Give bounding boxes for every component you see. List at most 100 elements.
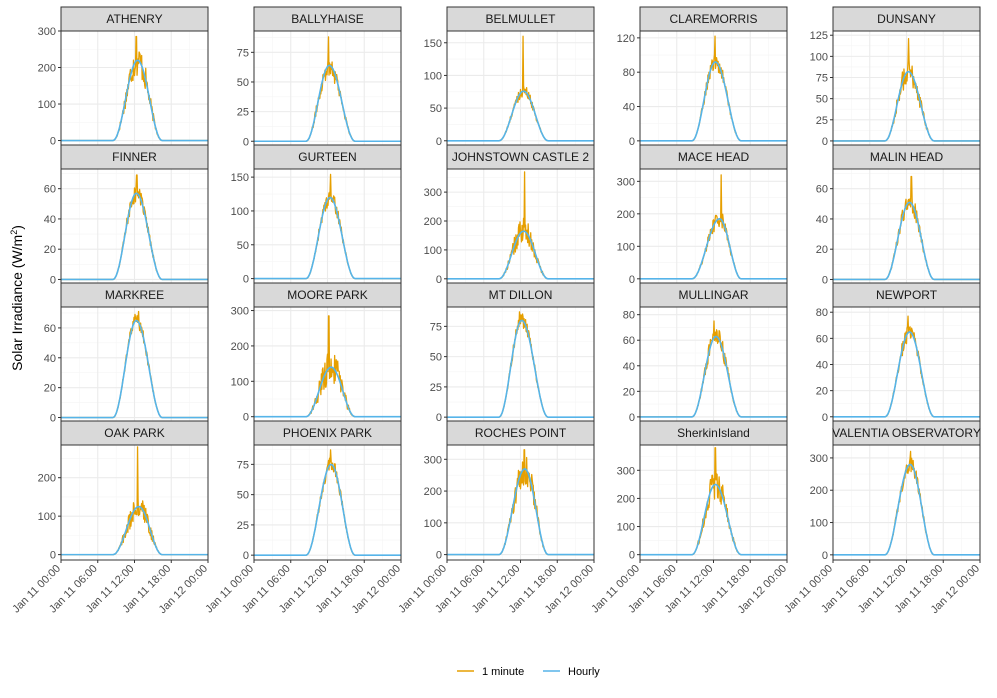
series-line-hourly xyxy=(61,319,208,419)
y-tick-label: 75 xyxy=(237,459,249,471)
y-tick-label: 300 xyxy=(231,306,249,318)
y-tick-label: 0 xyxy=(50,413,56,425)
y-tick-label: 0 xyxy=(822,550,828,562)
series-line-hourly xyxy=(447,468,594,556)
y-tick-label: 75 xyxy=(816,73,828,85)
y-tick-label: 200 xyxy=(231,341,249,353)
facet-strip xyxy=(446,144,595,170)
y-tick-label: 40 xyxy=(816,360,828,372)
series-line-hourly xyxy=(254,463,401,556)
y-tick-label: 0 xyxy=(822,274,828,286)
facet-panels: ATHENRY0100200300BALLYHAISE0255075BELMUL… xyxy=(10,6,982,616)
series-line-hourly xyxy=(61,192,208,281)
y-tick-label: 50 xyxy=(237,240,249,252)
facet-strip xyxy=(639,144,788,170)
y-tick-label: 20 xyxy=(816,386,828,398)
facet-strip-label: VALENTIA OBSERVATORY xyxy=(832,426,981,440)
facet-strip-label: NEWPORT xyxy=(876,288,938,302)
series-line-hourly xyxy=(833,70,980,142)
y-tick-label: 75 xyxy=(237,47,249,59)
facet-strip xyxy=(253,6,402,32)
facet-strip-label: PHOENIX PARK xyxy=(283,426,372,440)
series-line-hourly xyxy=(61,59,208,142)
legend-label: Hourly xyxy=(568,666,600,678)
y-tick-label: 20 xyxy=(44,244,56,256)
facet-panel: JOHNSTOWN CASTLE 2 0 100 200 300 xyxy=(424,144,595,287)
facet-panel: MALIN HEAD 0 20 40 60 xyxy=(816,144,981,287)
series-line-hourly xyxy=(640,335,787,418)
facet-strip xyxy=(639,420,788,446)
y-tick-label: 300 xyxy=(424,187,442,199)
facet-panel: MULLINGAR 0 20 40 60 80 xyxy=(623,282,788,425)
y-tick-label: 40 xyxy=(44,214,56,226)
y-tick-label: 25 xyxy=(237,520,249,532)
y-tick-label: 60 xyxy=(816,184,828,196)
y-tick-label: 20 xyxy=(44,383,56,395)
y-tick-label: 0 xyxy=(822,412,828,424)
y-tick-label: 0 xyxy=(629,550,635,562)
y-axis-title: Solar Irradiance (W/m2) xyxy=(9,225,25,371)
facet-strip-label: BALLYHAISE xyxy=(291,12,363,26)
series-line-hourly xyxy=(447,230,594,280)
facet-strip xyxy=(253,282,402,308)
y-tick-label: 25 xyxy=(816,115,828,127)
facet-strip xyxy=(446,420,595,446)
y-tick-label: 50 xyxy=(816,94,828,106)
series-line-hourly xyxy=(254,366,401,418)
y-tick-label: 0 xyxy=(629,136,635,148)
y-tick-label: 0 xyxy=(436,274,442,286)
facet-strip-label: MACE HEAD xyxy=(678,150,750,164)
facet-strip-label: SherkinIsland xyxy=(677,426,750,440)
y-tick-label: 100 xyxy=(38,511,56,523)
y-tick-label: 0 xyxy=(436,136,442,148)
y-tick-label: 0 xyxy=(436,412,442,424)
y-tick-label: 60 xyxy=(623,335,635,347)
y-tick-label: 60 xyxy=(44,184,56,196)
facet-strip-label: MOORE PARK xyxy=(287,288,367,302)
series-line-hourly xyxy=(254,196,401,280)
y-tick-label: 200 xyxy=(424,486,442,498)
facet-panel: MARKREE 0 20 40 60 xyxy=(44,282,209,425)
facet-strip xyxy=(60,420,209,446)
y-tick-label: 50 xyxy=(430,103,442,115)
series-line-hourly xyxy=(447,90,594,142)
facet-panel: DUNSANY 0 25 50 75 100 125 xyxy=(810,6,981,149)
facet-strip xyxy=(832,144,981,170)
facet-strip xyxy=(253,144,402,170)
y-tick-label: 60 xyxy=(44,323,56,335)
y-tick-label: 100 xyxy=(231,376,249,388)
y-tick-label: 300 xyxy=(424,454,442,466)
facet-panel: MT DILLON 0 25 50 75 xyxy=(430,282,595,425)
facet-strip-label: MALIN HEAD xyxy=(870,150,944,164)
y-tick-label: 100 xyxy=(424,70,442,82)
y-tick-label: 300 xyxy=(617,176,635,188)
y-tick-label: 100 xyxy=(617,522,635,534)
series-line-hourly xyxy=(447,319,594,418)
series-line-hourly xyxy=(833,331,980,418)
facet-strip xyxy=(446,6,595,32)
y-tick-label: 80 xyxy=(623,310,635,322)
y-tick-label: 40 xyxy=(44,353,56,365)
facet-strip-label: MARKREE xyxy=(105,288,164,302)
y-tick-label: 40 xyxy=(623,361,635,373)
y-tick-label: 75 xyxy=(430,321,442,333)
series-line-hourly xyxy=(640,483,787,556)
y-tick-label: 200 xyxy=(617,493,635,505)
y-tick-label: 0 xyxy=(50,550,56,562)
y-tick-label: 300 xyxy=(617,465,635,477)
y-tick-label: 0 xyxy=(243,550,249,562)
legend-item: Hourly xyxy=(543,666,600,678)
facet-panel: FINNER 0 20 40 60 xyxy=(44,144,209,287)
y-tick-label: 100 xyxy=(810,518,828,530)
y-tick-label: 25 xyxy=(237,107,249,119)
facet-panel: NEWPORT 0 20 40 60 80 xyxy=(816,282,981,425)
y-tick-label: 0 xyxy=(243,136,249,148)
y-tick-label: 100 xyxy=(424,518,442,530)
y-tick-label: 120 xyxy=(617,33,635,45)
y-tick-label: 60 xyxy=(816,333,828,345)
series-line-hourly xyxy=(833,201,980,281)
facet-panel: BALLYHAISE 0 25 50 75 xyxy=(237,6,402,149)
series-line-hourly xyxy=(640,217,787,280)
